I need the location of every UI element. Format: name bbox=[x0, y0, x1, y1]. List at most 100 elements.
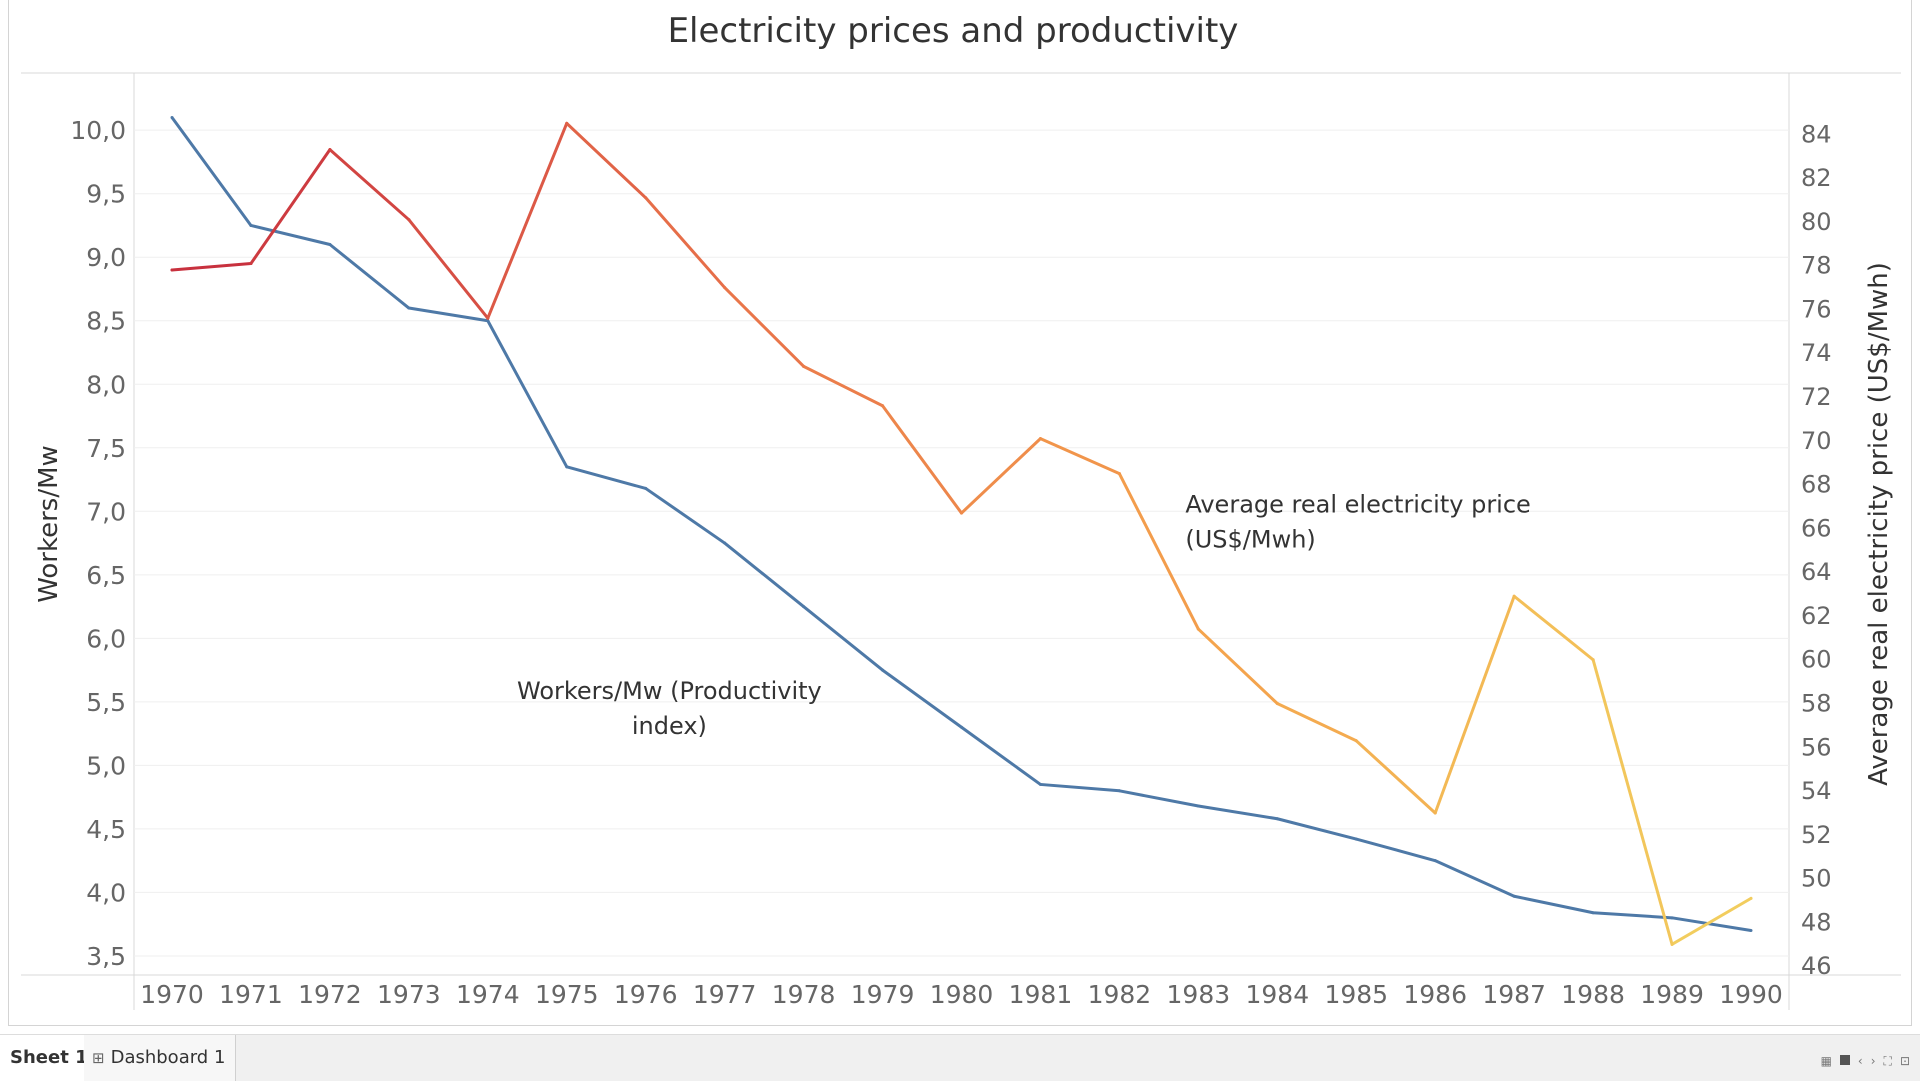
series-point-price bbox=[407, 218, 411, 222]
series-line-price-segment bbox=[1117, 472, 1200, 631]
y-left-tick-label: 9,5 bbox=[86, 180, 126, 209]
y-right-tick-label: 48 bbox=[1801, 908, 1832, 936]
series-line-price-segment bbox=[1196, 627, 1279, 706]
x-tick-label: 1985 bbox=[1324, 980, 1388, 1009]
prev-icon[interactable]: ‹ bbox=[1857, 1054, 1863, 1068]
y-right-tick-label: 58 bbox=[1801, 690, 1832, 718]
y-right-tick-label: 70 bbox=[1801, 427, 1832, 455]
y-right-tick-label: 60 bbox=[1801, 646, 1832, 674]
x-tick-label: 1975 bbox=[535, 980, 599, 1009]
series-line-price-segment bbox=[1354, 739, 1437, 815]
x-tick-label: 1972 bbox=[298, 980, 362, 1009]
series-line-price-segment bbox=[1433, 594, 1516, 815]
y-left-axis-title: Workers/Mw bbox=[34, 445, 64, 603]
y-right-tick-label: 50 bbox=[1801, 865, 1832, 893]
present-mode-icon[interactable]: ⊡ bbox=[1899, 1054, 1910, 1068]
y-right-axis-title: Average real electricity price (US$/Mwh) bbox=[1864, 262, 1894, 786]
annotation-productivity: Workers/Mw (Productivity bbox=[517, 677, 822, 705]
grid-view-icon[interactable]: ▦ bbox=[1820, 1054, 1832, 1068]
tab-sheet-1-label: Sheet 1 bbox=[10, 1047, 88, 1068]
y-left-tick-label: 6,0 bbox=[86, 624, 126, 653]
x-tick-label: 1984 bbox=[1245, 980, 1309, 1009]
series-point-productivity bbox=[1591, 911, 1595, 915]
series-point-price bbox=[170, 268, 174, 272]
presentation-icon[interactable] bbox=[1839, 1054, 1850, 1068]
series-line-price-segment bbox=[249, 148, 332, 265]
y-right-tick-label: 82 bbox=[1801, 164, 1832, 192]
y-right-tick-label: 52 bbox=[1801, 821, 1832, 849]
tab-dashboard-1-label: Dashboard 1 bbox=[110, 1047, 226, 1068]
series-point-productivity bbox=[1038, 782, 1042, 786]
series-point-price bbox=[328, 148, 332, 152]
series-point-price bbox=[486, 316, 490, 320]
y-right-tick-label: 72 bbox=[1801, 383, 1832, 411]
series-point-productivity bbox=[565, 465, 569, 469]
y-left-tick-label: 6,5 bbox=[86, 561, 126, 590]
series-line-price-segment bbox=[328, 148, 411, 222]
series-point-price bbox=[802, 364, 806, 368]
y-right-tick-label: 64 bbox=[1801, 558, 1832, 586]
fullscreen-icon[interactable]: ⛶ bbox=[1883, 1054, 1892, 1068]
series-point-productivity bbox=[1354, 837, 1358, 841]
series-point-price bbox=[644, 196, 648, 200]
series-line-price-segment bbox=[486, 121, 569, 320]
next-icon[interactable]: › bbox=[1870, 1054, 1876, 1068]
x-tick-label: 1979 bbox=[851, 980, 915, 1009]
y-right-tick-label: 46 bbox=[1801, 952, 1832, 980]
tab-dashboard-1[interactable]: ⊞ Dashboard 1 bbox=[84, 1035, 237, 1081]
series-line-price-segment bbox=[170, 261, 253, 272]
x-tick-label: 1989 bbox=[1640, 980, 1704, 1009]
x-tick-label: 1978 bbox=[772, 980, 836, 1009]
series-point-productivity bbox=[644, 486, 648, 490]
series-point-productivity bbox=[1749, 929, 1753, 933]
series-point-productivity bbox=[249, 223, 253, 227]
y-right-tick-label: 84 bbox=[1801, 120, 1832, 148]
y-left-tick-label: 7,0 bbox=[86, 497, 126, 526]
y-right-tick-label: 66 bbox=[1801, 514, 1832, 542]
tab-sheet-1[interactable]: Sheet 1 bbox=[0, 1035, 99, 1081]
y-right-tick-label: 68 bbox=[1801, 471, 1832, 499]
series-point-price bbox=[1591, 658, 1595, 662]
series-point-price bbox=[1749, 896, 1753, 900]
series-line-price-segment bbox=[802, 364, 885, 408]
series-point-price bbox=[249, 261, 253, 265]
series-line-price-segment bbox=[881, 404, 963, 515]
y-right-tick-label: 56 bbox=[1801, 733, 1832, 761]
y-left-tick-label: 3,5 bbox=[86, 942, 126, 971]
series-point-productivity bbox=[1670, 916, 1674, 920]
y-right-tick-label: 54 bbox=[1801, 777, 1832, 805]
series-line-price-segment bbox=[1275, 702, 1358, 743]
x-tick-label: 1970 bbox=[140, 980, 204, 1009]
y-right-tick-label: 80 bbox=[1801, 208, 1832, 236]
series-line-price-segment bbox=[565, 121, 648, 200]
y-left-tick-label: 7,5 bbox=[86, 434, 126, 463]
series-point-productivity bbox=[1433, 859, 1437, 863]
series-point-productivity bbox=[723, 541, 727, 545]
x-tick-label: 1977 bbox=[693, 980, 757, 1009]
y-left-tick-label: 4,5 bbox=[86, 815, 126, 844]
chart-title: Electricity prices and productivity bbox=[668, 11, 1239, 51]
x-tick-label: 1974 bbox=[456, 980, 520, 1009]
x-tick-label: 1981 bbox=[1009, 980, 1073, 1009]
y-left-tick-label: 8,5 bbox=[86, 307, 126, 336]
series-point-price bbox=[1275, 702, 1279, 706]
y-right-tick-label: 62 bbox=[1801, 602, 1832, 630]
series-line-price-segment bbox=[1670, 896, 1753, 946]
x-tick-label: 1986 bbox=[1403, 980, 1467, 1009]
annotation-price: Average real electricity price bbox=[1185, 491, 1530, 519]
dashboard-grid-icon: ⊞ bbox=[92, 1049, 105, 1067]
series-point-productivity bbox=[881, 668, 885, 672]
y-right-tick-label: 74 bbox=[1801, 339, 1832, 367]
series-point-productivity bbox=[170, 115, 174, 119]
annotation-productivity: index) bbox=[632, 712, 707, 740]
series-point-price bbox=[1038, 437, 1042, 441]
y-left-tick-label: 8,0 bbox=[86, 370, 126, 399]
chart-svg: Electricity prices and productivity 3,5 4,… bbox=[21, 11, 1901, 1010]
x-tick-label: 1976 bbox=[614, 980, 678, 1009]
series-line-price-segment bbox=[407, 218, 490, 320]
series-point-price bbox=[1196, 627, 1200, 631]
series-point-price bbox=[1670, 942, 1674, 946]
navigation-controls: ▦ ‹ › ⛶ ⊡ bbox=[1821, 1051, 1910, 1071]
series-point-productivity bbox=[1196, 804, 1200, 808]
series-line-price-segment bbox=[723, 286, 806, 368]
